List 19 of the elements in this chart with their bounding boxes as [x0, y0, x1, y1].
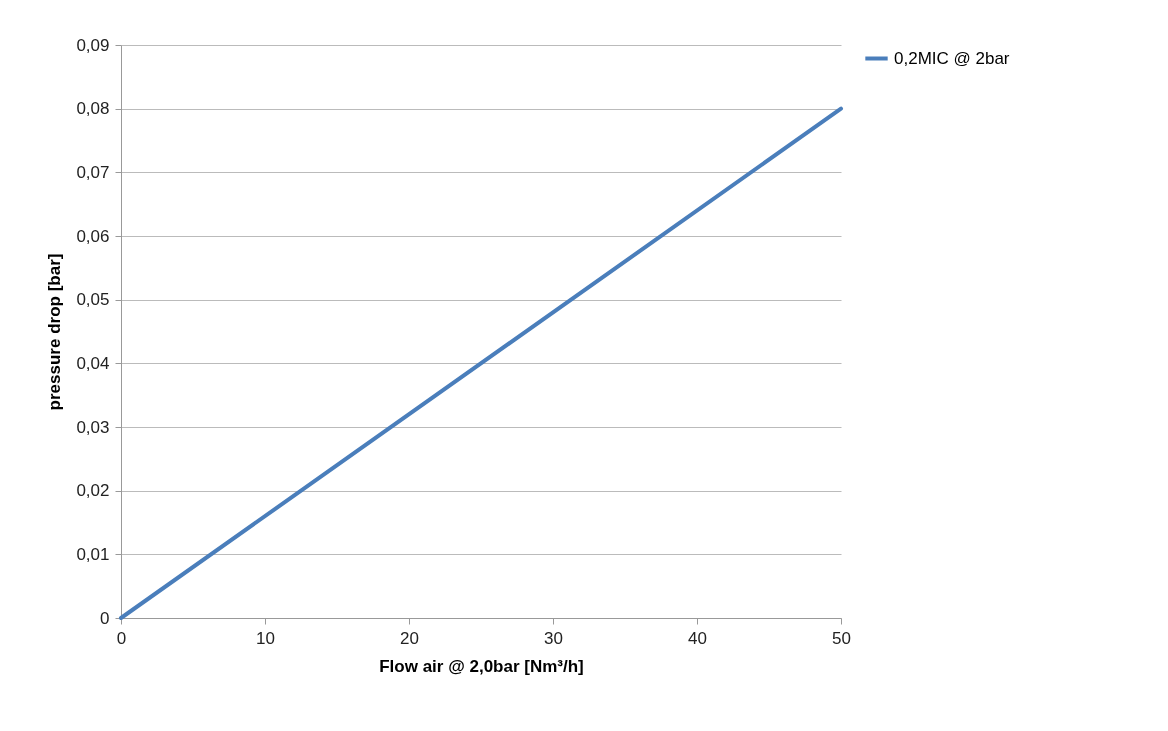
y-tick-label: 0,05	[76, 290, 110, 310]
x-tick-label: 50	[832, 628, 851, 648]
y-tick-label: 0	[100, 608, 110, 628]
x-tick-label: 10	[256, 628, 275, 648]
y-tick-label: 0,08	[76, 99, 110, 119]
x-axis-title: Flow air @ 2,0bar [Nm³/h]	[379, 656, 584, 676]
y-tick-label: 0,01	[76, 544, 110, 564]
y-tick-label: 0,09	[76, 35, 110, 55]
legend-label: 0,2MIC @ 2bar	[894, 48, 1010, 68]
y-axis-title: pressure drop [bar]	[45, 253, 65, 411]
y-tick-label: 0,03	[76, 417, 110, 437]
y-tick-label: 0,04	[76, 353, 110, 373]
x-tick-label: 40	[688, 628, 707, 648]
x-tick-label: 20	[400, 628, 419, 648]
y-tick-label: 0,06	[76, 226, 110, 246]
y-tick-label: 0,07	[76, 162, 110, 182]
x-tick-label: 0	[116, 628, 127, 648]
y-tick-label: 0,02	[76, 481, 110, 501]
x-tick-label: 30	[544, 628, 563, 648]
